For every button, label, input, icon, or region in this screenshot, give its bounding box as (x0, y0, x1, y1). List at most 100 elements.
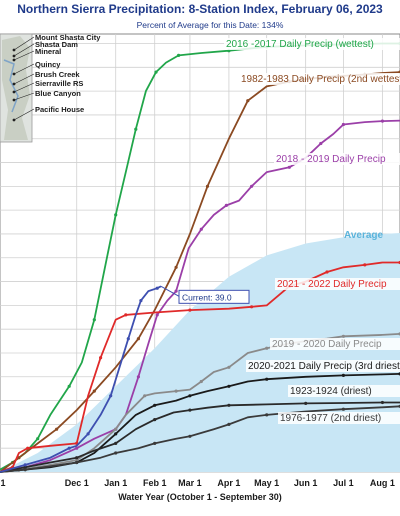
series-point (199, 379, 203, 384)
series-point (155, 286, 159, 290)
series-point (250, 305, 254, 309)
x-tick-label: May 1 (254, 478, 279, 488)
series-point (26, 446, 30, 450)
series-point (154, 70, 158, 74)
series-point (227, 403, 231, 407)
chart-title: Northern Sierra Precipitation: 8-Station… (17, 2, 383, 16)
series-point (75, 460, 79, 465)
series-point (36, 437, 40, 441)
map-river (3, 59, 19, 113)
x-tick-label: Apr 1 (217, 478, 240, 488)
series-label: 2021 - 2022 Daily Precip (277, 279, 387, 290)
station-label: Mineral (35, 47, 61, 56)
series-point (304, 401, 308, 405)
series-point (265, 346, 269, 350)
series-line (0, 405, 400, 473)
series-point (227, 384, 231, 388)
series-label-bg (274, 153, 400, 165)
series-point (114, 432, 118, 436)
station-dot (12, 90, 16, 94)
x-tick-label: Jan 1 (104, 478, 127, 488)
series-point (86, 432, 90, 436)
series-point (55, 427, 59, 431)
series-point (114, 213, 118, 217)
series-point (246, 99, 250, 103)
series-point (143, 394, 147, 398)
current-leader-line (160, 285, 180, 297)
series-point (174, 265, 178, 269)
station-label: Shasta Dam (35, 40, 78, 49)
series-point (188, 308, 192, 312)
station-dot (12, 98, 16, 102)
series-point (227, 422, 231, 426)
series-label-bg (288, 385, 400, 397)
x-tick-label: Jun 1 (294, 478, 318, 488)
series-point (177, 53, 181, 58)
series-point (188, 434, 192, 438)
series-point (363, 263, 367, 267)
series-point (341, 334, 345, 338)
x-axis-ticks: Dec 1 Jan 1 Feb 1 Mar 1 Apr 1 May 1 Jun 1 Jul 1… (0, 478, 394, 488)
series-point (139, 299, 143, 303)
series-point (287, 165, 291, 169)
series-point (227, 365, 231, 369)
series-point (199, 227, 203, 231)
series-point (153, 403, 157, 407)
series-label: 1976-1977 (2nd driest) (280, 413, 381, 424)
series-point (265, 413, 269, 417)
series-point (75, 446, 79, 450)
station-dot (12, 118, 16, 122)
series-point (124, 313, 128, 317)
station-dot (12, 48, 16, 52)
series-point (341, 407, 345, 411)
series-label-bg (278, 412, 400, 424)
series-label: 2019 - 2020 Daily Precip (272, 339, 382, 350)
series-point (114, 451, 118, 455)
station-leader (13, 36, 35, 51)
station-leader (13, 50, 35, 61)
series-label-bg (246, 360, 400, 372)
x-axis-label: Water Year (October 1 - September 30) (118, 492, 282, 502)
station-label: Brush Creek (35, 70, 80, 79)
series-point (99, 356, 103, 360)
series-label-bg (275, 278, 400, 290)
series-point (153, 418, 157, 422)
station-label: Quincy (35, 60, 61, 69)
series-point (174, 389, 178, 393)
x-tick-label: Dec 1 (65, 478, 89, 488)
series-label-bg (270, 338, 400, 350)
series-point (155, 313, 159, 317)
series-point (319, 141, 323, 146)
station-leader (13, 43, 35, 57)
chart-subtitle: Percent of Average for this Date: 134% (137, 20, 284, 30)
series-point (23, 463, 27, 467)
station-leader (13, 73, 35, 85)
station-dot (12, 72, 16, 76)
station-label: Sierraville RS (35, 79, 83, 88)
series-point (92, 389, 96, 393)
series-point (341, 373, 345, 377)
series-point (136, 337, 140, 341)
series-point (109, 394, 113, 398)
series-point (380, 119, 384, 123)
series-label: 2016 -2017 Daily Precip (wettest) (226, 39, 374, 50)
station-label: Mount Shasta City (35, 33, 101, 42)
series-point (114, 441, 118, 445)
series-point (134, 127, 138, 131)
series-point (224, 203, 228, 207)
series-label-bg (239, 73, 400, 85)
series-point (265, 377, 269, 381)
series-point (67, 446, 71, 450)
series-point (75, 458, 79, 462)
x-tick-label: Feb 1 (143, 478, 167, 488)
series-label: 1923-1924 (driest) (290, 386, 372, 397)
station-label: Blue Canyon (35, 89, 81, 98)
current-label-box (178, 289, 250, 304)
series-point (126, 337, 130, 341)
series-point (174, 289, 178, 293)
series-point (114, 427, 118, 431)
station-leader (13, 108, 35, 121)
station-dot (12, 54, 16, 58)
